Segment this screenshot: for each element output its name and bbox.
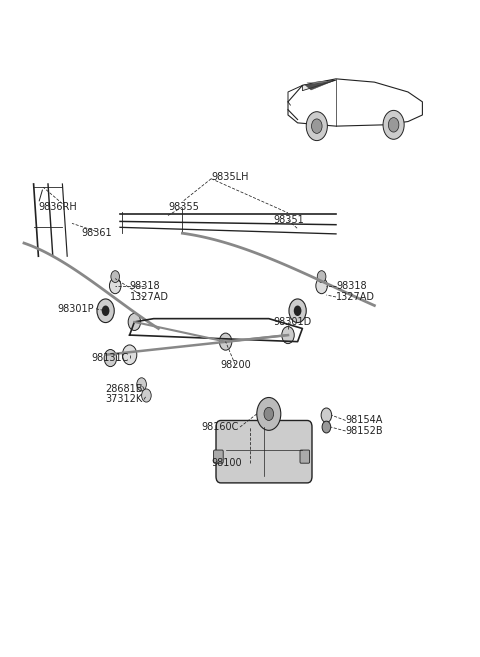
Circle shape <box>306 112 327 141</box>
Text: 98351: 98351 <box>274 215 304 225</box>
Circle shape <box>383 110 404 139</box>
Circle shape <box>111 271 120 283</box>
Text: 98160C: 98160C <box>202 422 239 432</box>
Text: 28681B: 28681B <box>106 384 143 394</box>
Text: 98318: 98318 <box>130 281 160 291</box>
Circle shape <box>321 408 332 422</box>
Text: 9835LH: 9835LH <box>211 172 249 183</box>
Circle shape <box>102 306 109 316</box>
Circle shape <box>122 345 137 365</box>
Text: 98152B: 98152B <box>346 426 383 436</box>
FancyBboxPatch shape <box>300 450 310 463</box>
Circle shape <box>312 119 322 133</box>
Text: 98301D: 98301D <box>274 317 312 327</box>
Text: 98100: 98100 <box>211 458 242 468</box>
FancyBboxPatch shape <box>216 420 312 483</box>
Text: 98154A: 98154A <box>346 415 383 426</box>
Circle shape <box>388 118 399 132</box>
Text: 98361: 98361 <box>82 228 112 238</box>
Text: 37312K: 37312K <box>106 394 143 405</box>
Circle shape <box>142 389 151 402</box>
Circle shape <box>109 278 121 294</box>
Circle shape <box>289 299 306 323</box>
Circle shape <box>97 299 114 323</box>
FancyBboxPatch shape <box>214 450 223 463</box>
Polygon shape <box>305 81 334 90</box>
Text: 98355: 98355 <box>168 202 199 212</box>
Circle shape <box>317 271 326 283</box>
Text: 98301P: 98301P <box>58 304 94 314</box>
Circle shape <box>316 278 327 294</box>
Polygon shape <box>302 80 336 91</box>
Circle shape <box>104 350 117 367</box>
Text: 1327AD: 1327AD <box>130 292 168 302</box>
Text: 98318: 98318 <box>336 281 367 291</box>
Circle shape <box>137 378 146 391</box>
Circle shape <box>294 306 301 316</box>
Circle shape <box>264 407 274 420</box>
Circle shape <box>322 421 331 433</box>
Text: 98131C: 98131C <box>91 353 129 363</box>
Circle shape <box>282 327 294 344</box>
Circle shape <box>128 313 141 330</box>
Text: 1327AD: 1327AD <box>336 292 375 302</box>
Text: 9836RH: 9836RH <box>38 202 77 212</box>
Circle shape <box>219 333 232 350</box>
Text: 98200: 98200 <box>221 359 252 370</box>
Circle shape <box>257 397 281 430</box>
